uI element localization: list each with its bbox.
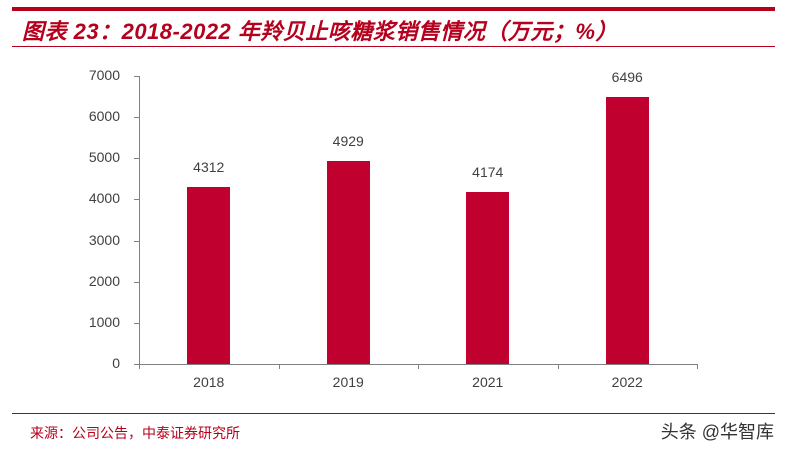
- title-rule: [12, 46, 775, 47]
- x-tick-label: 2022: [611, 374, 643, 390]
- chart-title: 图表 23：2018-2022 年羚贝止咳糖浆销售情况（万元；%）: [22, 19, 618, 44]
- y-tick-label: 5000: [88, 149, 120, 166]
- y-tick-label: 0: [112, 355, 120, 371]
- x-tick-label: 2018: [193, 374, 225, 390]
- x-tick-mark: [697, 364, 698, 369]
- y-tick-mark: [134, 281, 139, 283]
- y-tick-mark: [134, 322, 139, 324]
- data-label: 4929: [332, 133, 364, 150]
- x-tick-label: 2019: [332, 374, 364, 390]
- y-tick-label: 3000: [88, 231, 120, 248]
- data-label: 4312: [193, 158, 225, 175]
- y-axis: [139, 76, 140, 365]
- y-tick-label: 1000: [88, 313, 120, 330]
- y-tick-mark: [134, 240, 139, 242]
- x-tick-mark: [418, 364, 419, 369]
- bar-2022: [605, 96, 649, 364]
- data-label: 4174: [472, 164, 504, 181]
- source-note: 来源：公司公告，中泰证券研究所: [30, 426, 240, 442]
- y-tick-label: 2000: [88, 272, 120, 289]
- x-tick-label: 2021: [472, 374, 504, 390]
- y-tick-label: 6000: [88, 108, 120, 125]
- y-tick-mark: [134, 158, 139, 160]
- data-label: 6496: [611, 68, 643, 85]
- x-tick-mark: [557, 364, 559, 369]
- bottom-rule: [12, 413, 775, 414]
- watermark: 头条 @华智库: [660, 422, 774, 442]
- bar-2021: [466, 192, 510, 364]
- bar-chart: 0 1000 2000 3000 4000 5000 6000 7000 4312 2018 492…: [88, 67, 698, 390]
- bar-2018: [187, 186, 231, 364]
- x-tick-mark: [139, 364, 140, 369]
- y-tick-mark: [134, 76, 139, 77]
- y-tick-label: 4000: [88, 190, 120, 207]
- y-tick-mark: [134, 199, 139, 201]
- bar-2019: [326, 161, 370, 364]
- y-tick-mark: [134, 364, 139, 365]
- top-rule: [12, 7, 775, 11]
- y-tick-label: 7000: [88, 67, 120, 83]
- x-tick-mark: [278, 364, 280, 369]
- y-tick-mark: [134, 117, 139, 119]
